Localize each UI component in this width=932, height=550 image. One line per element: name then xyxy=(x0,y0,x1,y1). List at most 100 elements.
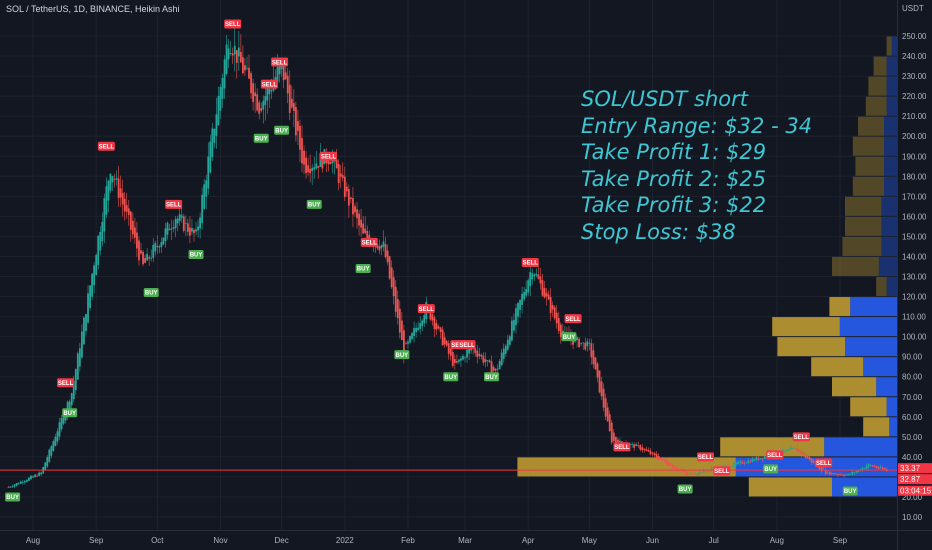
candle-body xyxy=(30,475,32,480)
x-axis[interactable]: Aug Sep Oct Nov Dec 2022 Feb Mar Apr May Jun Jul Aug… xyxy=(26,536,848,545)
sell-signal[interactable]: SELL xyxy=(360,237,378,247)
candle-body xyxy=(523,291,526,300)
volume-profile-down-bar xyxy=(868,76,887,96)
buy-signal[interactable]: BUY xyxy=(561,332,577,342)
y-tick-label: 140.00 xyxy=(902,252,927,261)
signal-label: SELL xyxy=(698,455,714,461)
y-tick-label: 150.00 xyxy=(902,232,927,241)
y-tick-label: 190.00 xyxy=(902,152,927,161)
candle-body xyxy=(610,422,613,443)
candle-body xyxy=(131,220,134,235)
signal-label: BUY xyxy=(357,267,370,273)
buy-signal[interactable]: BUY xyxy=(763,464,779,474)
candle-body xyxy=(28,477,30,481)
sell-signal[interactable]: SELL xyxy=(713,466,731,476)
buy-signal[interactable]: BUY xyxy=(306,199,322,209)
annotation-line-stop: Stop Loss: $38 xyxy=(581,219,736,244)
sell-signal[interactable]: SELL xyxy=(458,340,476,350)
candle-body xyxy=(488,360,491,363)
candle-body xyxy=(633,444,636,448)
volume-profile-up-bar xyxy=(881,196,897,216)
candle-body xyxy=(796,447,799,452)
candle-body xyxy=(329,162,332,165)
candle-body xyxy=(174,218,177,228)
symbol-title[interactable]: SOL / TetherUS, 1D, BINANCE, Heikin Ashi xyxy=(6,4,180,14)
candle-body xyxy=(698,471,701,475)
candle-body xyxy=(671,464,674,469)
sell-signal[interactable]: SELL xyxy=(57,378,75,388)
sell-signal[interactable]: SELL xyxy=(815,458,833,468)
volume-profile-down-bar xyxy=(886,36,892,56)
sell-signal[interactable]: SELL xyxy=(417,304,435,314)
candle-body xyxy=(109,174,112,191)
sell-signal[interactable]: SELL xyxy=(792,432,810,442)
signal-badge xyxy=(458,340,476,350)
candle-body xyxy=(837,473,839,475)
candle-body xyxy=(635,444,638,447)
buy-signal[interactable]: BUY xyxy=(443,372,459,382)
candle-body xyxy=(195,229,197,232)
candle-body xyxy=(423,315,426,324)
candle-body xyxy=(559,324,562,337)
buy-signal[interactable]: BUY xyxy=(394,350,410,360)
candle-body xyxy=(34,474,36,477)
candle-body xyxy=(724,465,727,467)
candle-body xyxy=(847,473,850,476)
candle-body xyxy=(48,449,51,462)
sell-signal[interactable]: SELL xyxy=(319,151,337,161)
sell-signal[interactable]: SELL xyxy=(697,452,714,462)
buy-signal[interactable]: BUY xyxy=(253,133,269,143)
signal-badge xyxy=(443,372,459,382)
candle-body xyxy=(661,458,664,460)
sell-signal[interactable]: SELL xyxy=(766,450,784,460)
sell-signal[interactable]: SELL xyxy=(97,141,115,151)
buy-signal[interactable]: BUY xyxy=(355,263,371,273)
candle-body xyxy=(851,471,854,475)
candle-body xyxy=(504,345,507,354)
candle-body xyxy=(802,452,805,455)
volume-profile-down-bar xyxy=(777,337,845,357)
buy-signal[interactable]: BUY xyxy=(484,372,500,382)
candle-body xyxy=(327,159,330,165)
buy-signal[interactable]: BUY xyxy=(5,492,21,502)
candle-body xyxy=(148,257,151,259)
buy-signal[interactable]: BUY xyxy=(143,288,159,298)
x-tick-label: May xyxy=(582,536,597,545)
sell-signal[interactable]: SELL xyxy=(613,442,631,452)
sell-signal[interactable]: SELL xyxy=(521,257,539,267)
buy-signal[interactable]: BUY xyxy=(842,486,858,496)
y-axis[interactable]: 10.0020.0030.0040.0050.0060.0070.0080.00… xyxy=(902,32,927,522)
candle-body xyxy=(278,64,281,75)
buy-signal[interactable]: BUY xyxy=(188,249,204,259)
signal-badge xyxy=(224,19,242,29)
signal-badge xyxy=(143,288,159,298)
candle-body xyxy=(810,458,813,463)
price-label: 03:04:15 xyxy=(900,487,932,496)
sell-signal[interactable]: SELL xyxy=(165,199,183,209)
candle-body xyxy=(239,52,242,63)
candle-body xyxy=(845,474,848,476)
candle-body xyxy=(288,84,291,114)
sell-signal[interactable]: SELL xyxy=(260,79,278,89)
candle-body xyxy=(731,465,733,467)
buy-signal[interactable]: BUY xyxy=(677,484,693,494)
signal-badge xyxy=(677,484,693,494)
sell-signal[interactable]: SELL xyxy=(224,19,242,29)
candle-body xyxy=(449,348,452,356)
candle-body xyxy=(317,165,320,168)
candle-body xyxy=(209,141,212,173)
sell-signal[interactable]: SELL xyxy=(271,57,289,67)
candle-body xyxy=(129,211,132,230)
signal-label: BUY xyxy=(190,253,203,259)
sell-signal[interactable]: SELL xyxy=(564,314,582,324)
candle-body xyxy=(747,460,750,463)
buy-signal[interactable]: BUY xyxy=(274,125,290,135)
candle-body xyxy=(358,213,360,226)
y-tick-label: 160.00 xyxy=(902,212,927,221)
candle-body xyxy=(392,277,395,297)
y-tick-label: 90.00 xyxy=(902,353,923,362)
buy-signal[interactable]: BUY xyxy=(62,408,78,418)
candle-body xyxy=(745,462,748,464)
volume-profile-down-bar xyxy=(850,397,887,417)
